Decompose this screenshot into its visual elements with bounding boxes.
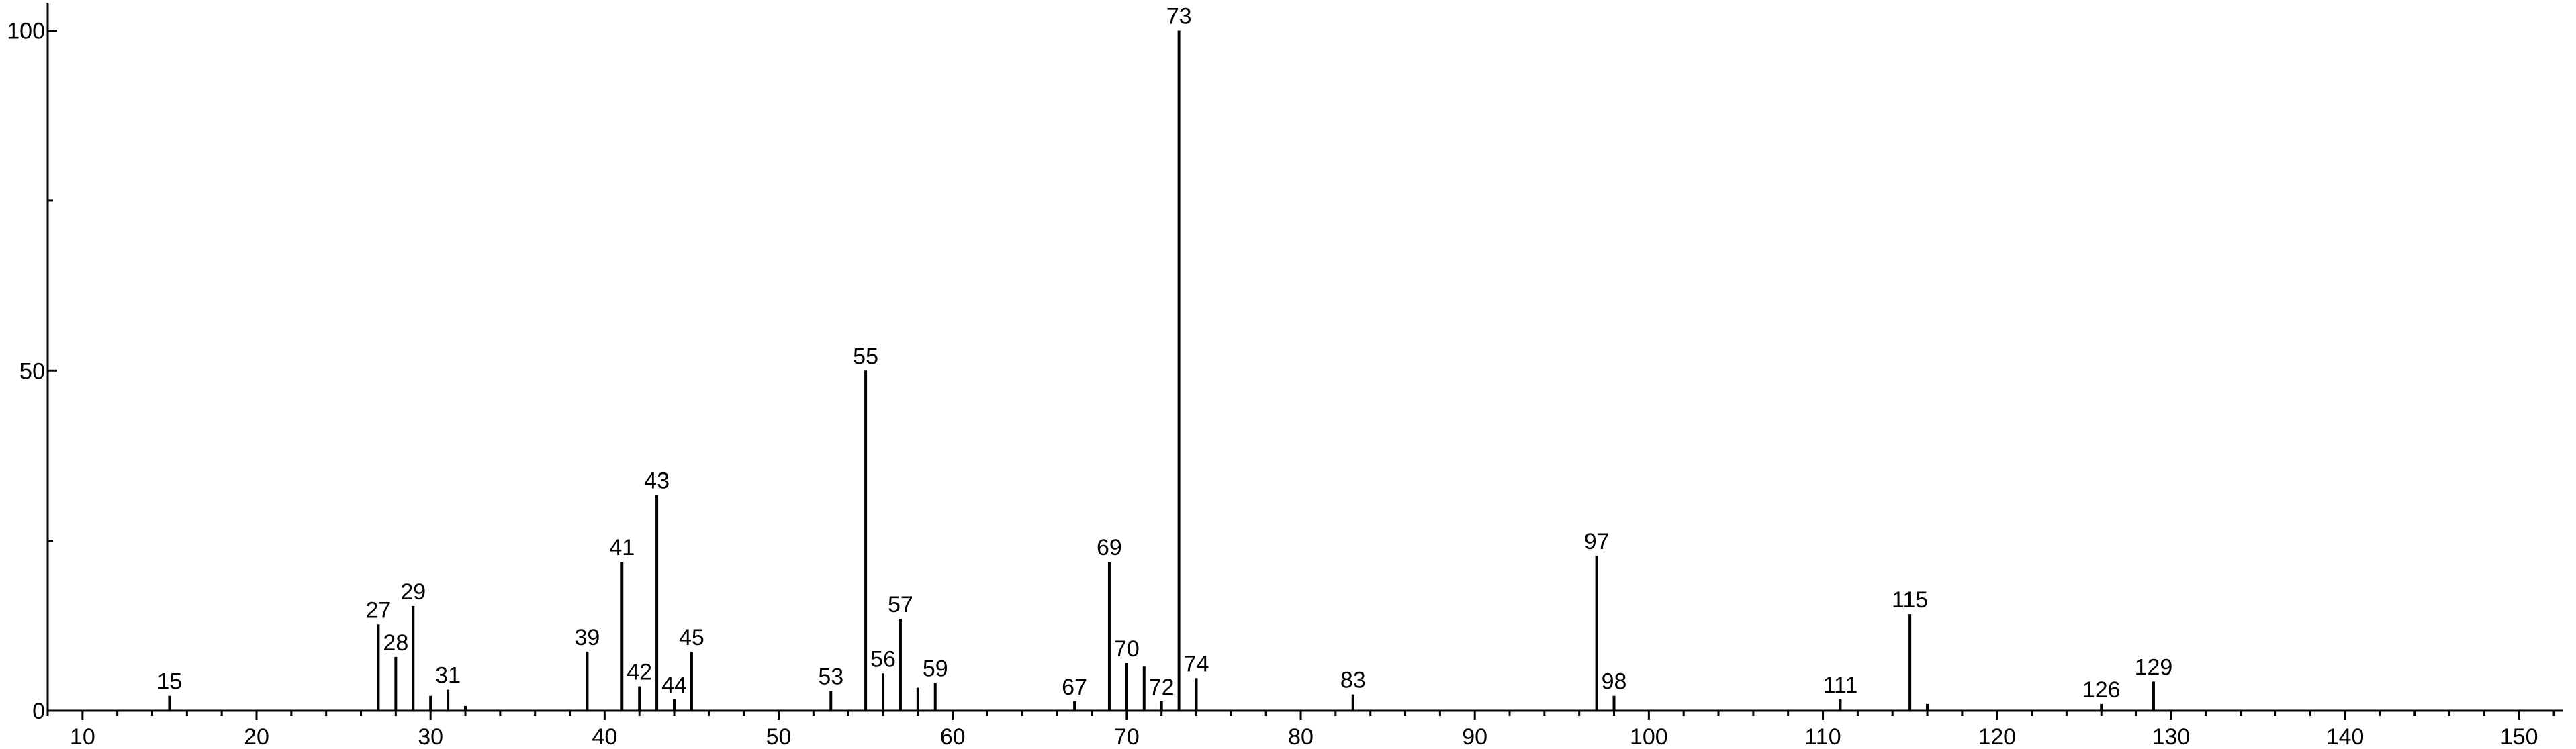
x-tick-label: 150 — [2500, 724, 2538, 749]
peak-label: 41 — [609, 535, 635, 560]
x-tick-label: 50 — [766, 724, 792, 749]
peak-label: 28 — [383, 630, 408, 656]
peak-label: 126 — [2082, 677, 2121, 703]
peak-label: 45 — [679, 625, 704, 650]
y-tick-label: 0 — [32, 699, 45, 724]
peak-label: 29 — [400, 579, 426, 605]
x-tick-label: 110 — [1804, 724, 1841, 749]
peak-label: 43 — [644, 468, 670, 494]
x-tick-label: 140 — [2326, 724, 2364, 749]
x-tick-label: 80 — [1288, 724, 1314, 749]
peak-label: 70 — [1114, 636, 1140, 662]
x-tick-label: 130 — [2152, 724, 2191, 749]
peak-label: 15 — [157, 669, 183, 695]
x-tick-label: 120 — [1978, 724, 2016, 749]
peak-label: 98 — [1602, 669, 1627, 695]
peak-label: 56 — [870, 646, 896, 672]
peak-label: 73 — [1166, 4, 1192, 30]
peak-label: 115 — [1892, 587, 1928, 613]
peak-label: 31 — [435, 663, 461, 689]
peak-label: 57 — [888, 592, 913, 617]
peak-label: 74 — [1184, 651, 1209, 677]
x-tick-label: 100 — [1630, 724, 1668, 749]
x-tick-label: 30 — [418, 724, 443, 749]
peak-label: 59 — [923, 656, 948, 681]
peak-label: 69 — [1097, 535, 1122, 560]
peak-label: 83 — [1340, 668, 1366, 693]
x-tick-label: 70 — [1114, 724, 1140, 749]
y-tick-label: 100 — [7, 19, 45, 44]
peak-label: 39 — [575, 625, 600, 650]
x-tick-label: 60 — [940, 724, 966, 749]
x-tick-label: 20 — [244, 724, 269, 749]
peak-label: 27 — [366, 597, 392, 623]
peak-label: 129 — [2135, 654, 2173, 680]
x-tick-label: 40 — [592, 724, 617, 749]
peak-label: 72 — [1149, 675, 1175, 700]
peak-label: 44 — [661, 672, 687, 698]
y-tick-label: 50 — [19, 358, 45, 384]
peak-label: 67 — [1062, 675, 1087, 700]
peak-label: 97 — [1584, 529, 1610, 554]
x-tick-label: 10 — [70, 724, 95, 749]
peak-label: 55 — [853, 344, 878, 369]
peak-label: 111 — [1823, 672, 1858, 698]
x-tick-label: 90 — [1462, 724, 1487, 749]
peak-label: 53 — [818, 664, 843, 690]
peak-label: 42 — [627, 660, 652, 685]
